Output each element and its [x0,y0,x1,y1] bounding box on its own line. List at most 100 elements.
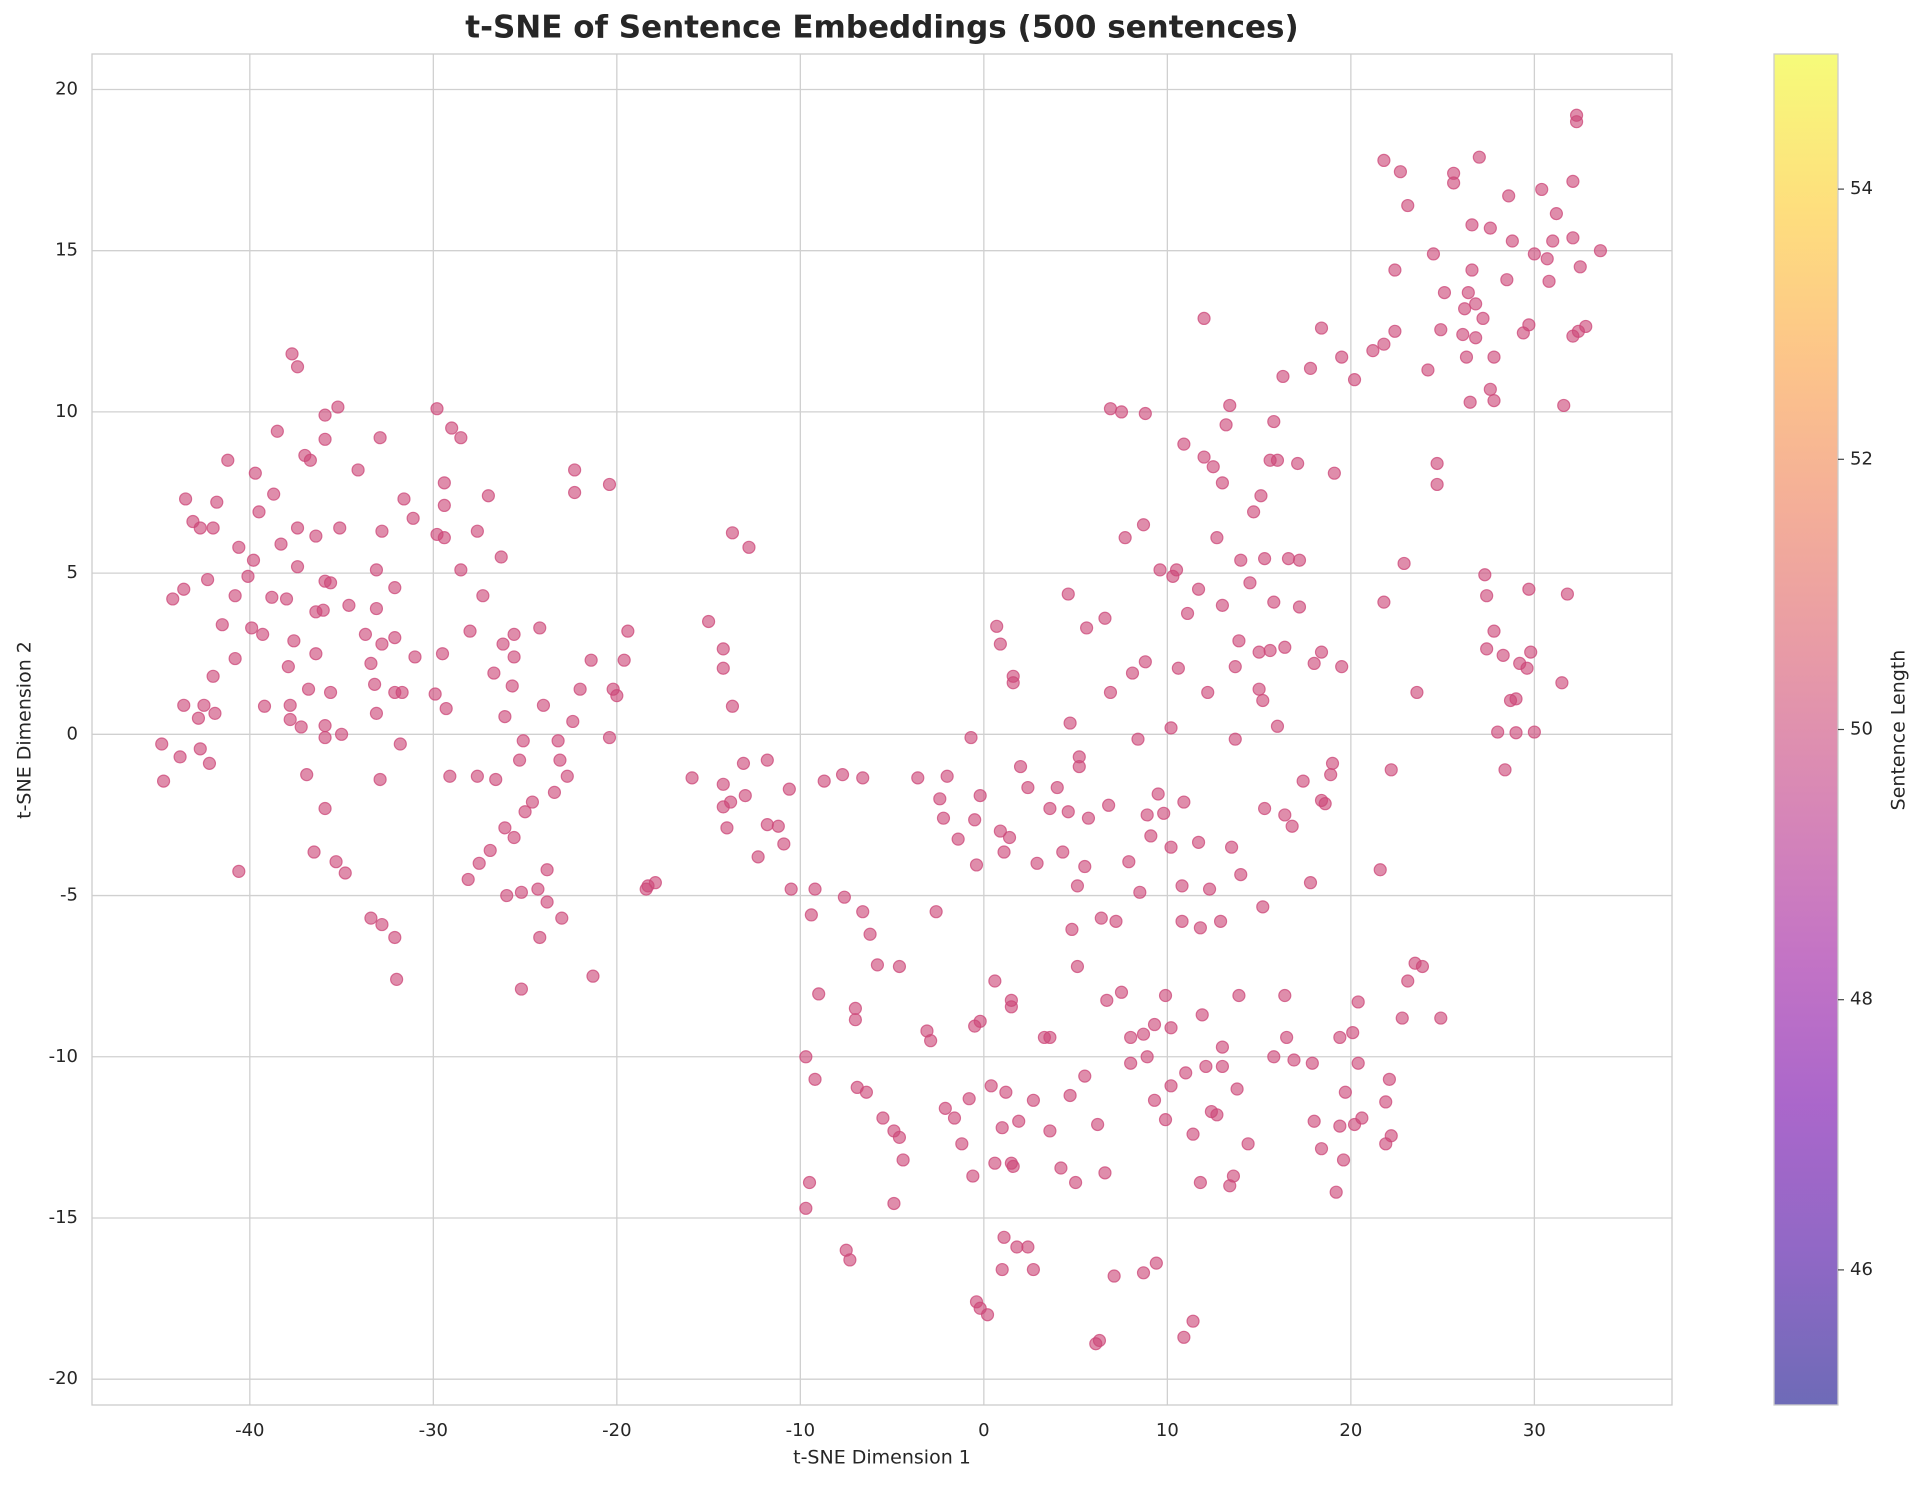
point [388,581,402,595]
point [1226,1169,1241,1183]
point [1292,600,1307,614]
x-tick-label: -10 [786,1420,815,1441]
point [1463,395,1477,409]
point [186,514,200,529]
point [1232,988,1246,1003]
point [777,837,791,851]
point [1136,1266,1151,1280]
point [1078,1069,1092,1083]
point [177,698,191,712]
point [1351,1056,1365,1070]
point [1164,1021,1178,1035]
point [1569,115,1584,129]
point [257,699,272,713]
point [1377,595,1391,609]
x-tick-label: -30 [419,1420,448,1441]
point [724,795,738,809]
point [685,771,699,785]
point [1430,477,1444,492]
point [241,569,255,583]
point [1002,830,1017,845]
point [1175,914,1189,928]
point [364,911,378,925]
point [514,982,529,996]
point [784,882,798,896]
point [1303,361,1318,375]
point [483,843,497,858]
point [1415,959,1430,974]
colorbar [1774,54,1838,1405]
point [929,905,943,919]
point [1434,323,1448,337]
point [1081,811,1096,825]
colorbar-tick-label: 52 [1850,448,1873,469]
point [369,563,384,577]
point [1377,153,1391,168]
point [1193,1175,1207,1190]
point [283,712,297,727]
point [980,1308,995,1322]
point [463,624,477,638]
point [1401,198,1415,213]
point [487,666,501,680]
point [1210,531,1224,545]
point [1447,176,1461,190]
point [1566,231,1580,245]
point [547,785,562,799]
point [1566,174,1580,188]
point [1210,1108,1224,1122]
x-tick-label: 20 [1339,1420,1362,1441]
point [1180,606,1195,621]
point [1201,685,1215,700]
point [329,855,343,869]
point [892,959,907,974]
point [1056,845,1070,859]
point [1480,642,1494,656]
point [369,706,384,720]
point [1456,327,1470,342]
point [573,682,587,696]
point [358,627,373,641]
y-tick-label: 10 [55,401,78,422]
point [1476,311,1490,325]
point [1285,819,1299,833]
point [498,710,512,724]
point [232,864,246,878]
y-tick-label: 5 [67,562,78,583]
point [1215,476,1230,490]
point [1078,859,1092,874]
point [437,476,451,490]
point [294,720,308,734]
point [375,524,389,538]
x-tick-label: 10 [1156,1420,1179,1441]
point [720,821,734,835]
point [1307,1114,1321,1128]
point [1254,489,1268,503]
point [1335,350,1349,364]
point [586,969,600,983]
point [1153,563,1167,577]
point [1133,885,1147,899]
point [390,972,404,986]
point [1136,518,1151,532]
point [843,1253,857,1267]
point [1267,1050,1281,1064]
point [1487,350,1501,364]
point [1102,798,1116,812]
point [1164,1079,1178,1093]
point [870,958,885,972]
point [1256,693,1270,708]
chart-title: t-SNE of Sentence Embeddings (500 senten… [465,10,1298,46]
point [206,669,220,683]
point [178,492,193,506]
point [373,431,387,445]
point [454,431,468,445]
point [1158,988,1173,1003]
point [1098,611,1112,625]
point [760,818,774,832]
x-axis-label: t-SNE Dimension 1 [793,1447,971,1469]
point [551,734,565,748]
point [397,492,411,506]
point [388,631,402,645]
